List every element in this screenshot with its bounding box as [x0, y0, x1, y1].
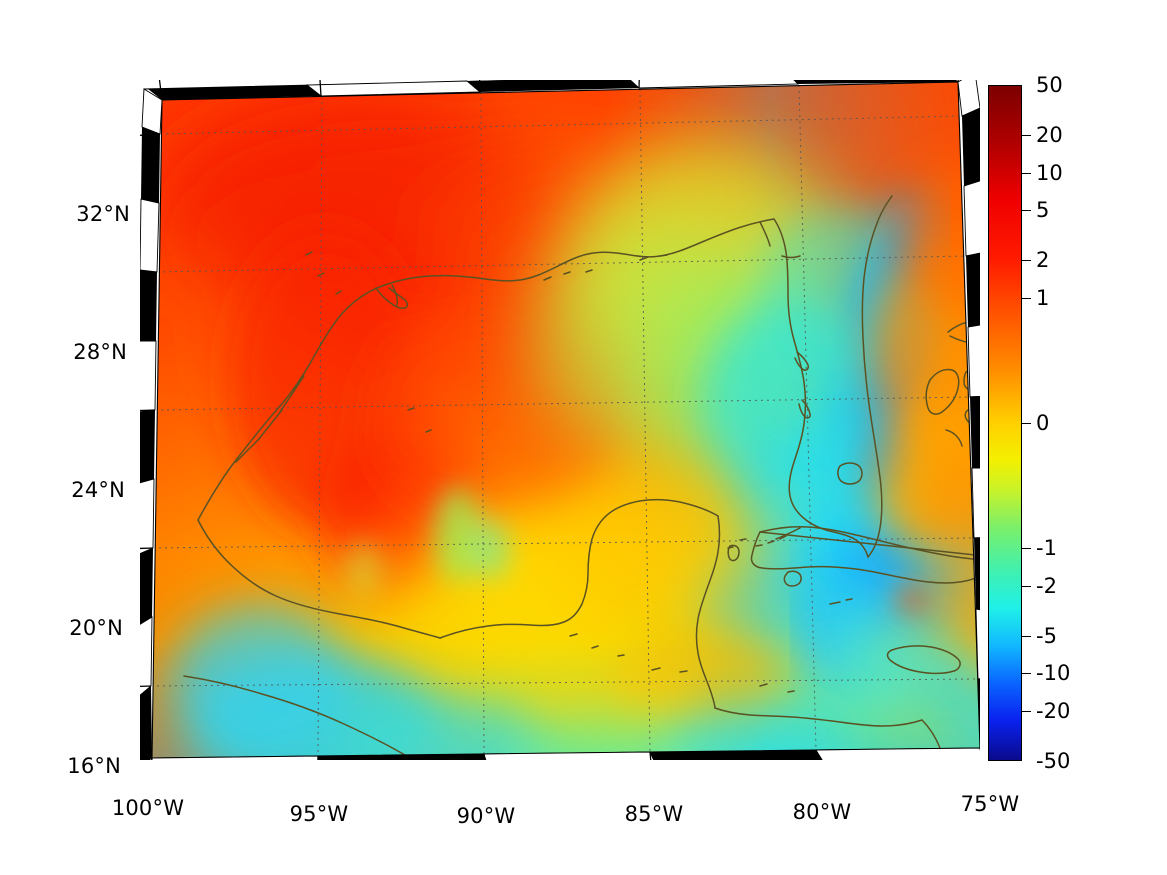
colorbar-tick-neg1 [1022, 548, 1031, 550]
lat-tick-label-28n: 28°N [73, 340, 127, 364]
colorbar-label-neg5: -5 [1036, 623, 1057, 648]
coastline-layer [183, 195, 980, 758]
colorbar-label-neg2: -2 [1036, 573, 1057, 598]
lon-tick-label-100w: 100°W [111, 796, 185, 820]
colorbar-gradient [988, 85, 1022, 761]
colorbar-tick-10 [1022, 172, 1031, 174]
lat-tick-label-32n: 32°N [76, 202, 130, 226]
colorbar-label-10: 10 [1036, 160, 1063, 185]
lat-tick-label-20n: 20°N [69, 616, 123, 640]
map-panel: 32°N 28°N 24°N 20°N 16°N 100°W 95°W 90°W… [67, 80, 1019, 828]
lat-tick-label-24n: 24°N [71, 478, 125, 502]
colorbar-label-neg10: -10 [1036, 661, 1071, 686]
lon-tick-label-95w: 95°W [289, 802, 349, 826]
frame-left-segments [140, 88, 163, 760]
colorbar-label-neg1: -1 [1036, 536, 1057, 561]
lat-tick-label-16n: 16°N [67, 754, 121, 778]
colorbar-tick-neg20 [1022, 711, 1031, 713]
colorbar-label-2: 2 [1036, 248, 1050, 273]
colorbar-label-1: 1 [1036, 285, 1050, 310]
scalar-field-raster [152, 82, 980, 758]
colorbar-tick-neg10 [1022, 673, 1031, 675]
frame-top-segments [148, 80, 958, 100]
colorbar-tick-20 [1022, 134, 1031, 136]
colorbar-label-20: 20 [1036, 122, 1063, 147]
colorbar-label-5: 5 [1036, 198, 1050, 223]
colorbar-label-0: 0 [1036, 411, 1050, 435]
lon-tick-label-80w: 80°W [792, 800, 852, 824]
frame-tick-marks [140, 80, 980, 760]
frame-right-segments [957, 80, 980, 748]
colorbar-label-neg20: -20 [1036, 699, 1071, 724]
frame-bottom-segments [151, 747, 980, 760]
map-canvas [140, 80, 980, 760]
lon-tick-label-85w: 85°W [624, 802, 684, 826]
colorbar-label-50: 50 [1036, 73, 1063, 97]
map-clip [140, 80, 980, 760]
lon-tick-label-75w: 75°W [960, 792, 1020, 816]
colorbar-tick-2 [1022, 260, 1031, 262]
colorbar: 50 20 10 5 2 1 0 -1 -2 -5 -10 -20 -50 [988, 73, 1070, 773]
lon-tick-label-90w: 90°W [456, 804, 516, 828]
colorbar-label-neg50: -50 [1036, 749, 1071, 773]
colorbar-tick-1 [1022, 297, 1031, 299]
colorbar-tick-5 [1022, 210, 1031, 212]
colorbar-tick-neg2 [1022, 585, 1031, 587]
map-frame [140, 80, 980, 760]
colorbar-tick-neg5 [1022, 635, 1031, 637]
colorbar-tick-0 [1022, 423, 1031, 424]
